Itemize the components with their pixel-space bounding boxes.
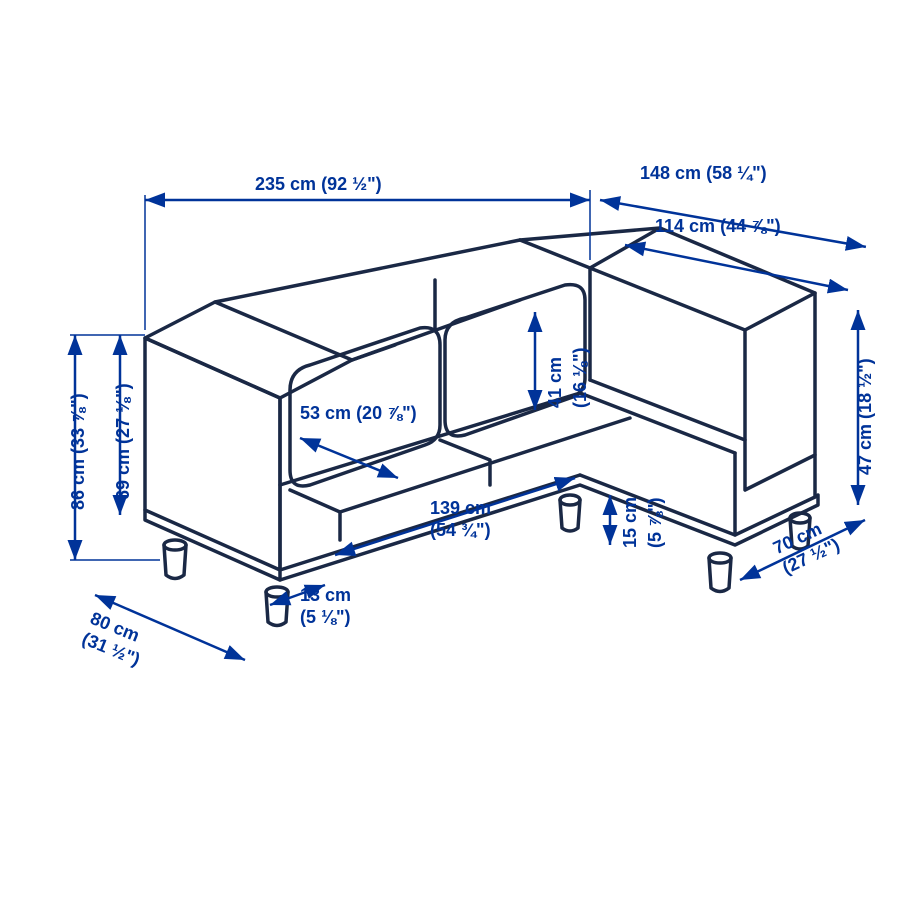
dim-seat-back-height: 69 cm (27 ⅛") — [113, 383, 135, 500]
dim-chaise-depth: 148 cm (58 ¼") — [640, 163, 767, 185]
dim-arm-width: 13 cm (5 ⅛") — [300, 585, 351, 628]
sofa-outline — [145, 228, 818, 626]
dim-seat-height-in: (16 ⅛") — [570, 347, 592, 408]
dim-seat-width: 139 cm (54 ¾") — [430, 498, 491, 541]
dim-leg-height-cm: 15 cm — [620, 497, 642, 548]
sofa-dimension-diagram: { "colors": { "line": "#1a2845", "text":… — [0, 0, 900, 900]
dim-height-total: 86 cm (33 ⅞") — [68, 393, 90, 510]
dim-seat-height-cm: 41 cm — [545, 357, 567, 408]
dim-arm-height-cm: 47 cm (18 ½") — [855, 358, 877, 475]
dim-chaise-seat-depth: 114 cm (44 ⅞") — [655, 216, 781, 238]
diagram-svg — [0, 0, 900, 900]
dim-width-total: 235 cm (92 ½") — [255, 174, 382, 196]
dim-leg-height-in: (5 ⅞") — [645, 497, 667, 548]
dim-seat-depth: 53 cm (20 ⅞") — [300, 403, 417, 425]
